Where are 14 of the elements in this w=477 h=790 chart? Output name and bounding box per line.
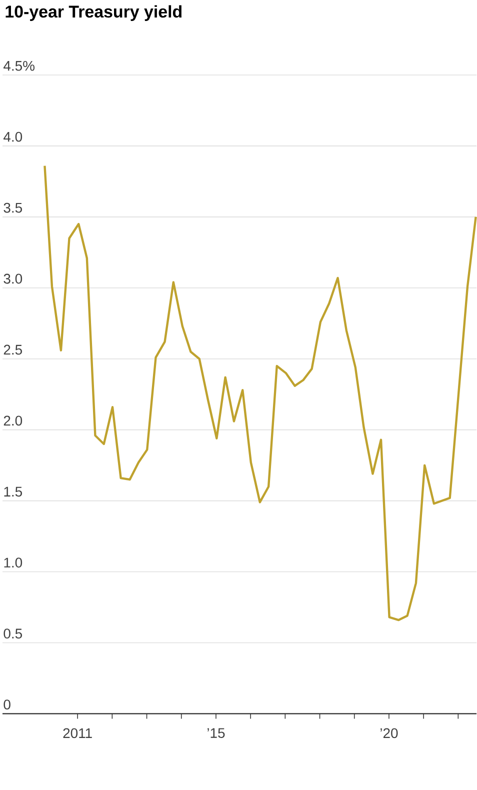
x-tick-label: ’20 [380,728,398,738]
y-tick-label: 1.0 [4,558,22,568]
x-tick-label: 2011 [63,728,92,738]
y-tick-label: 3.0 [4,274,22,284]
chart-title: 10-year Treasury yield [6,5,182,21]
y-tick-label: 4.5% [3,60,34,71]
y-tick-label: 2.5 [4,344,22,355]
y-tick-label: 0.5 [4,628,22,639]
y-tick-label: 1.5 [4,486,22,497]
y-tick-label: 2.0 [4,416,22,426]
y-tick-label: 0 [4,700,10,710]
x-tick-label: ’15 [207,728,225,738]
y-tick-label: 3.5 [4,202,22,213]
y-tick-label: 4.0 [3,132,22,142]
